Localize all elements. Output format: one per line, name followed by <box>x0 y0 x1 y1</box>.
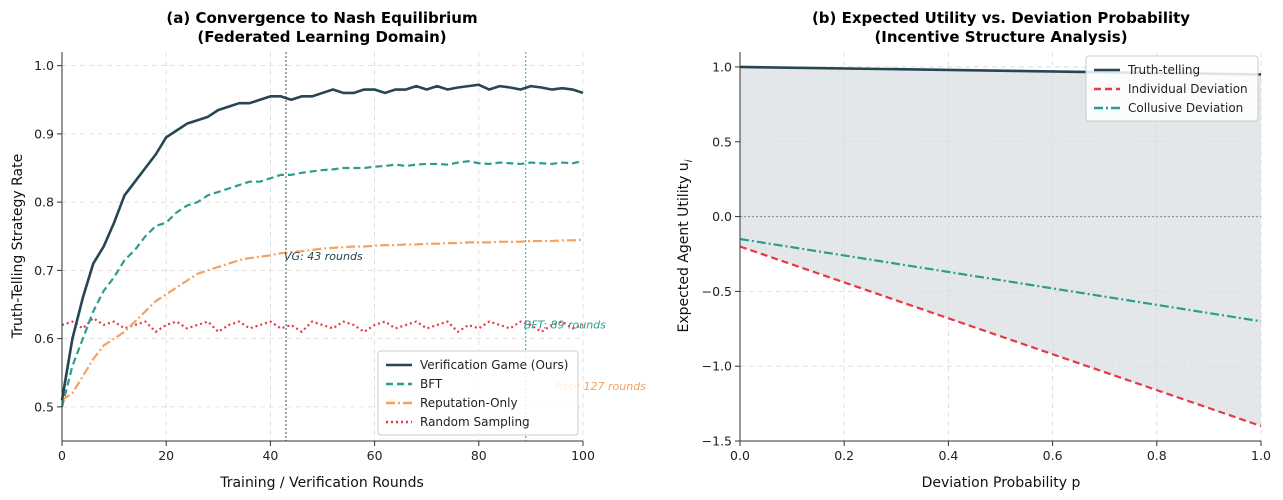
y-tick-label: 0.5 <box>34 399 54 414</box>
legend-label: Collusive Deviation <box>1128 101 1243 115</box>
chart-a-ylabel: Truth-Telling Strategy Rate <box>10 154 26 339</box>
y-tick-label: 1.0 <box>712 59 732 74</box>
x-tick-label: 1.0 <box>1251 448 1271 463</box>
y-tick-label: 0.0 <box>712 209 732 224</box>
chart-b-axes <box>739 52 1261 442</box>
chart-b-title-line2: (Incentive Structure Analysis) <box>874 28 1127 46</box>
y-tick-label: −1.0 <box>702 359 732 374</box>
legend-label: BFT <box>420 377 443 391</box>
chart-a: (a) Convergence to Nash Equilibrium (Fed… <box>10 9 646 491</box>
x-tick-label: 0.0 <box>730 448 750 463</box>
y-tick-label: −1.5 <box>702 434 732 449</box>
legend-label: Verification Game (Ours) <box>420 358 568 372</box>
y-tick-label: −0.5 <box>702 284 732 299</box>
x-tick-label: 40 <box>262 448 278 463</box>
y-tick-label: 0.7 <box>34 263 54 278</box>
chart-b-title-line1: (b) Expected Utility vs. Deviation Proba… <box>812 9 1190 27</box>
chart-b-ticks: 0.0 0.2 0.4 0.6 0.8 1.0 −1.5 −1.0 −0.5 0.0 0.5 1.0 <box>702 59 1271 463</box>
chart-a-title-line1: (a) Convergence to Nash Equilibrium <box>166 9 477 27</box>
x-tick-label: 0 <box>58 448 66 463</box>
chart-b-ylabel-main: Expected Agent Utility u <box>676 162 692 332</box>
y-tick-label: 0.5 <box>712 134 732 149</box>
chart-b-xlabel: Deviation Probability p <box>922 475 1081 491</box>
legend-label: Individual Deviation <box>1128 82 1248 96</box>
legend-box <box>1085 55 1259 122</box>
x-tick-label: 60 <box>367 448 383 463</box>
legend-label: Random Sampling <box>420 415 530 429</box>
x-tick-label: 80 <box>471 448 487 463</box>
chart-a-axes <box>61 52 583 442</box>
series-line-0 <box>60 83 584 401</box>
chart-a-xlabel: Training / Verification Rounds <box>219 475 424 491</box>
y-tick-label: 1.0 <box>34 58 54 73</box>
x-tick-label: 100 <box>571 448 595 463</box>
chart-b-ylabel: Expected Agent Utility ui <box>676 159 695 332</box>
x-tick-label: 0.8 <box>1147 448 1167 463</box>
chart-b-legend: Truth-telling Individual Deviation Collusi… <box>1085 55 1259 122</box>
chart-b-shaded-region <box>740 66 1261 427</box>
convergence-annotation: BFT: 89 rounds <box>524 318 606 331</box>
chart-b: (b) Expected Utility vs. Deviation Proba… <box>676 9 1271 491</box>
chart-a-title-line2: (Federated Learning Domain) <box>197 28 446 46</box>
series-line-3 <box>61 317 584 333</box>
legend-label: Reputation-Only <box>420 396 518 410</box>
chart-a-ticks: 0 20 40 60 80 100 0.5 0.6 0.7 0.8 0.9 1.0 <box>34 58 595 463</box>
y-tick-label: 0.9 <box>34 126 54 141</box>
convergence-annotation: VG: 43 rounds <box>284 250 363 263</box>
x-tick-label: 0.2 <box>834 448 854 463</box>
legend-label: Truth-telling <box>1127 63 1200 77</box>
y-tick-label: 0.8 <box>34 195 54 210</box>
x-tick-label: 0.4 <box>938 448 958 463</box>
chart-a-series <box>60 52 584 441</box>
series-line-2 <box>739 237 1262 323</box>
shaded-area <box>740 66 1261 427</box>
y-tick-label: 0.6 <box>34 331 54 346</box>
x-tick-label: 20 <box>158 448 174 463</box>
chart-a-legend: Verification Game (Ours) BFT Reputation-On… <box>377 350 579 436</box>
chart-b-ylabel-subscript: i <box>684 159 695 162</box>
x-tick-label: 0.6 <box>1043 448 1063 463</box>
series-line-1 <box>739 245 1262 428</box>
legend-box <box>377 350 579 436</box>
series-line-1 <box>60 160 584 408</box>
